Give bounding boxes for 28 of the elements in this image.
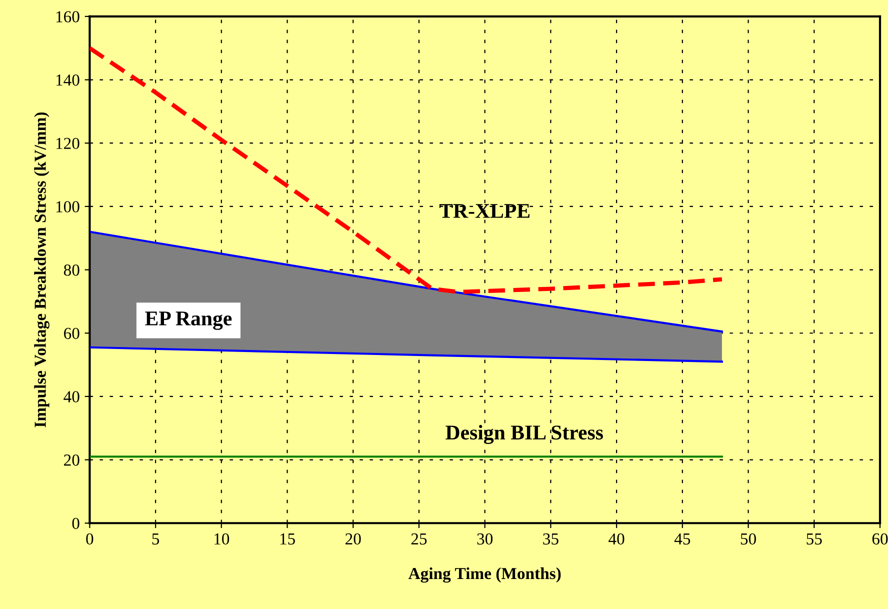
series-label: EP Range <box>145 312 232 330</box>
x-tick-label: 60 <box>872 533 888 545</box>
y-tick-label: 160 <box>56 11 80 22</box>
x-tick-label: 10 <box>214 533 230 545</box>
x-tick-label: 55 <box>806 534 822 545</box>
y-tick-label: 80 <box>64 264 80 276</box>
x-tick-label: 20 <box>346 533 361 545</box>
x-tick-label: 45 <box>674 533 690 545</box>
line-series <box>90 46 724 294</box>
y-tick-label: 20 <box>64 454 80 466</box>
x-axis-title: Aging Time (Months) <box>408 567 561 583</box>
y-tick-label: 60 <box>64 328 80 340</box>
y-tick-label: 120 <box>56 138 80 150</box>
x-tick-label: 5 <box>152 534 160 545</box>
series-label: Design BIL Stress <box>446 424 603 444</box>
x-tick-label: 40 <box>608 533 624 545</box>
x-tick-label: 15 <box>280 533 295 545</box>
y-tick-label: 100 <box>56 201 80 212</box>
x-tick-label: 35 <box>543 533 558 545</box>
x-tick-label: 25 <box>411 533 427 545</box>
x-tick-label: 30 <box>477 533 493 545</box>
x-tick-label: 0 <box>86 533 94 545</box>
y-tick-label: 0 <box>72 518 80 530</box>
y-tick-label: 140 <box>56 74 80 86</box>
x-tick-label: 50 <box>740 533 756 545</box>
text: TR-XLPE <box>439 204 530 218</box>
y-axis-title: Impulse Voltage Breakdown Stress (kV/mm) <box>34 112 50 428</box>
y-tick-label: 40 <box>64 391 80 402</box>
